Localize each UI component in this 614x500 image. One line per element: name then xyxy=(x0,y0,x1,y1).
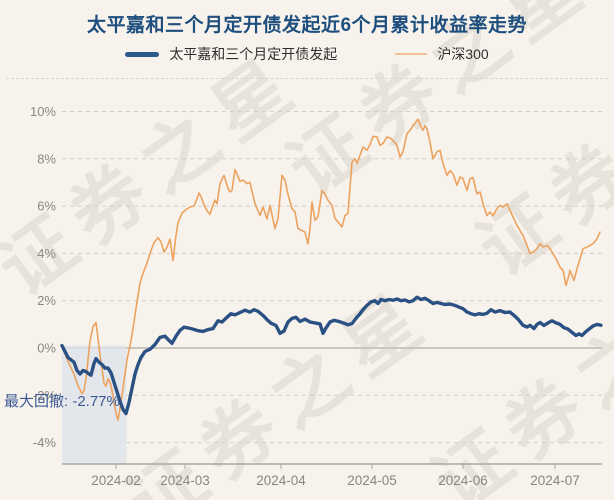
x-axis-label: 2024-04 xyxy=(256,473,306,488)
chart-legend: 太平嘉和三个月定开债发起 沪深300 xyxy=(0,44,614,64)
watermark-text: 证券之星 xyxy=(113,272,447,500)
legend-item-fund[interactable]: 太平嘉和三个月定开债发起 xyxy=(125,44,337,64)
csi300-series-line xyxy=(61,118,601,421)
x-axis-label: 2024-02 xyxy=(91,473,141,488)
legend-label-fund: 太平嘉和三个月定开债发起 xyxy=(169,46,338,62)
y-axis-label: -2% xyxy=(33,388,57,403)
watermark-text: 证券之星 xyxy=(418,252,614,500)
x-axis-label: 2024-07 xyxy=(530,473,580,488)
page-title: 太平嘉和三个月定开债发起近6个月累计收益率走势 xyxy=(86,15,528,36)
y-axis-label: 2% xyxy=(37,293,56,308)
fund-series-line xyxy=(60,295,603,416)
fund-line-swatch-icon xyxy=(125,51,160,57)
y-axis-label: 4% xyxy=(37,246,56,261)
y-axis-label: -4% xyxy=(33,435,57,450)
y-axis-label: 6% xyxy=(37,199,56,214)
x-axis-label: 2024-03 xyxy=(160,473,210,488)
legend-item-csi300[interactable]: 沪深300 xyxy=(395,44,489,64)
max-drawdown-label: 最大回撤: -2.77% xyxy=(4,393,120,410)
x-axis-label: 2024-05 xyxy=(347,473,397,488)
y-axis-label: 8% xyxy=(37,151,56,166)
header-divider xyxy=(6,78,608,79)
index-line-swatch-icon xyxy=(395,53,428,55)
legend-label-csi300: 沪深300 xyxy=(437,46,489,62)
y-axis-label: 10% xyxy=(30,104,56,119)
x-axis-label: 2024-06 xyxy=(438,473,488,488)
y-axis-label: 0% xyxy=(37,341,56,356)
